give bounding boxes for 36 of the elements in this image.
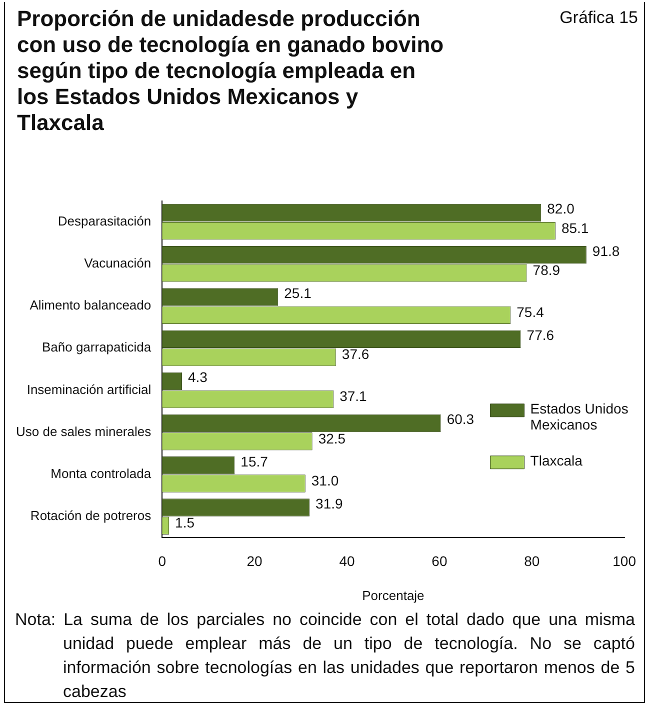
x-tick-label: 20: [246, 552, 263, 569]
data-label: 37.6: [342, 346, 370, 362]
text: Nota: La suma de los parciales no coincide con el total dado que una misma unidad puede emplear más de un tipo de tecnología. No se captó información sobre tecnologías en las unidades que reportaron menos de 5 cabezas: [15, 609, 635, 703]
y-tick-label: Rotación de potreros: [30, 508, 152, 524]
y-tick-label: Uso de sales minerales: [16, 424, 152, 439]
y-tick-label: Inseminación artificial: [26, 382, 152, 397]
y-tick-label: Alimento balanceado: [30, 298, 152, 313]
legend-label: Estados Unidos Mexicanos: [530, 400, 628, 433]
data-label: 25.1: [284, 284, 312, 301]
x-tick-label: 100: [612, 552, 636, 569]
data-label: 60.3: [446, 411, 474, 428]
y-tick-label: Monta controlada: [50, 466, 152, 482]
data-label: 75.4: [516, 304, 544, 320]
data-label: 32.5: [318, 430, 346, 446]
data-label: 85.1: [561, 220, 589, 236]
data-label: 15.7: [240, 453, 268, 470]
data-label: 82.0: [547, 200, 575, 217]
x-tick-label: 0: [158, 552, 166, 569]
data-label: 91.8: [592, 242, 620, 259]
x-tick-label: 40: [339, 552, 355, 569]
y-tick-label: Baño garrapaticida: [42, 340, 152, 355]
data-label: 1.5: [175, 514, 195, 530]
legend-label: Tlaxcala: [530, 452, 583, 469]
data-label: 78.9: [532, 262, 560, 278]
y-tick-label: Desparasitación: [58, 213, 152, 228]
chart-subtitle: Gráfica 15: [560, 8, 638, 28]
y-tick-label: Vacunación: [84, 256, 152, 271]
data-label: 77.6: [526, 326, 554, 343]
data-label: 4.3: [188, 369, 208, 386]
data-label: 37.1: [340, 388, 368, 404]
data-label: 31.0: [311, 472, 339, 488]
x-tick-label: 60: [432, 552, 448, 569]
x-axis-title: Porcentaje: [362, 588, 424, 603]
x-tick-label: 80: [524, 552, 540, 569]
chart-title: Proporción de unidadesde producción con uso de tecnología en ganado bovino según tipo de tecnología empleada en los Estados Unidos Mexicanos y Tlaxcala: [17, 6, 445, 136]
data-label: 31.9: [316, 495, 344, 512]
